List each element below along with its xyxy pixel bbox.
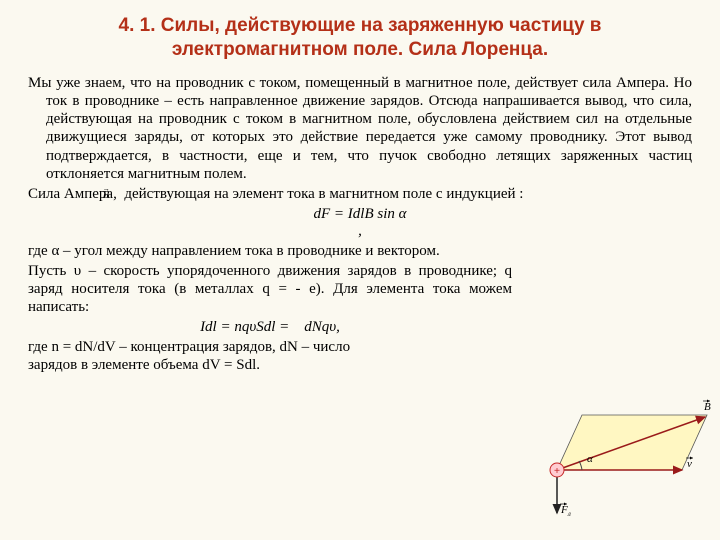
formula-2: Idl = nqυSdl = dNqυ, bbox=[28, 319, 692, 336]
formula-1: dF = IdlB sin α bbox=[28, 206, 692, 223]
slide-title: 4. 1. Силы, действующие на заряженную ча… bbox=[28, 14, 692, 62]
lorentz-diagram: + B v α Fл bbox=[537, 395, 712, 520]
formula2b: dNqυ, bbox=[304, 319, 340, 335]
p5b: зарядов в элементе объема dV = Sdl. bbox=[28, 357, 260, 373]
p2b: действующая на элемент тока в магнитном … bbox=[121, 186, 520, 202]
comma: , bbox=[358, 223, 362, 239]
p3-text: где α – угол между направлением тока в п… bbox=[28, 243, 440, 259]
charge-plus: + bbox=[554, 465, 560, 477]
p2c: : bbox=[519, 186, 523, 202]
label-alpha: α bbox=[587, 453, 593, 465]
p4-text: Пусть υ – скорость упорядоченного движен… bbox=[28, 263, 512, 316]
paragraph-5: где n = dN/dV – концентрация зарядов, dN… bbox=[28, 338, 692, 375]
p5a: где n = dN/dV – концентрация зарядов, dN… bbox=[28, 339, 350, 355]
label-v: v bbox=[687, 458, 692, 470]
paragraph-1: Мы уже знаем, что на проводник с током, … bbox=[28, 74, 692, 184]
paragraph-2: Сила Ампера, B действующая на элемент то… bbox=[28, 185, 692, 203]
paragraph-3: где α – угол между направлением тока в п… bbox=[28, 242, 692, 260]
formula2a: Idl = nqυSdl = bbox=[200, 319, 289, 335]
label-b: B bbox=[704, 401, 711, 413]
p1-text: Мы уже знаем, что на проводник с током, … bbox=[28, 75, 692, 182]
label-f: Fл bbox=[560, 504, 571, 518]
paragraph-4: Пусть υ – скорость упорядоченного движен… bbox=[28, 262, 692, 317]
formula-1-comma: , bbox=[28, 223, 692, 240]
formula1-text: dF = IdlB sin α bbox=[314, 206, 407, 222]
